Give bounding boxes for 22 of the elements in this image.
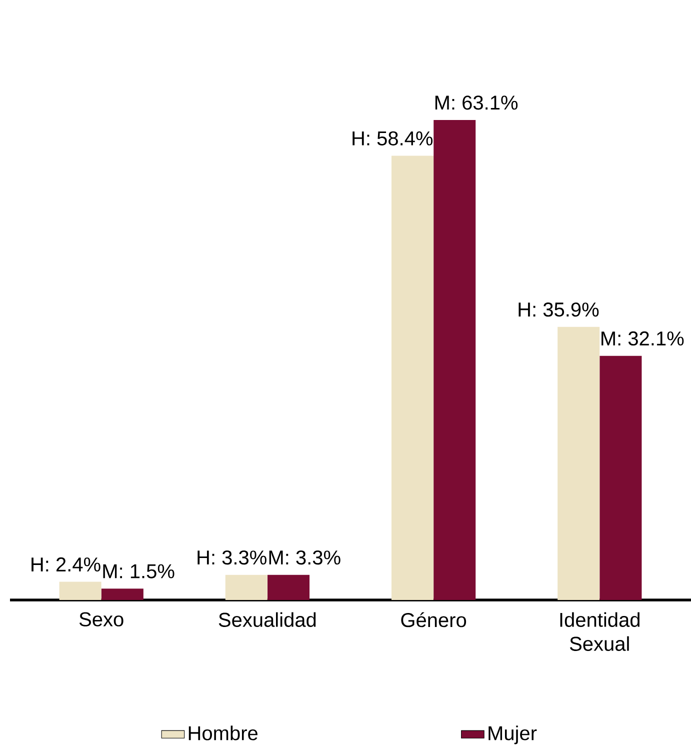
bar xyxy=(268,574,310,600)
data-label: H: 2.4% xyxy=(32,557,100,572)
data-label: H: 3.3% xyxy=(198,550,266,565)
legend-label: Mujer xyxy=(488,726,537,744)
data-label: H: 35.9% xyxy=(518,302,599,317)
data-label: M: 63.1% xyxy=(435,96,518,110)
data-label: M: 3.3% xyxy=(269,550,340,565)
bar xyxy=(600,356,642,600)
bar xyxy=(391,156,434,600)
data-label: H: 58.4% xyxy=(352,131,433,146)
data-label: M: 32.1% xyxy=(602,331,684,346)
x-tick-label: Identidad Sexual xyxy=(560,612,640,651)
bar xyxy=(225,574,268,600)
bar xyxy=(59,582,102,600)
x-tick-label: Género xyxy=(401,612,466,628)
bar xyxy=(558,326,600,600)
legend-label: Hombre xyxy=(188,726,258,740)
data-label: M: 1.5% xyxy=(103,564,174,578)
bar xyxy=(101,588,144,600)
x-tick-label: Sexo xyxy=(79,612,124,626)
bar xyxy=(434,120,476,600)
x-tick-label: Sexualidad xyxy=(218,612,316,627)
